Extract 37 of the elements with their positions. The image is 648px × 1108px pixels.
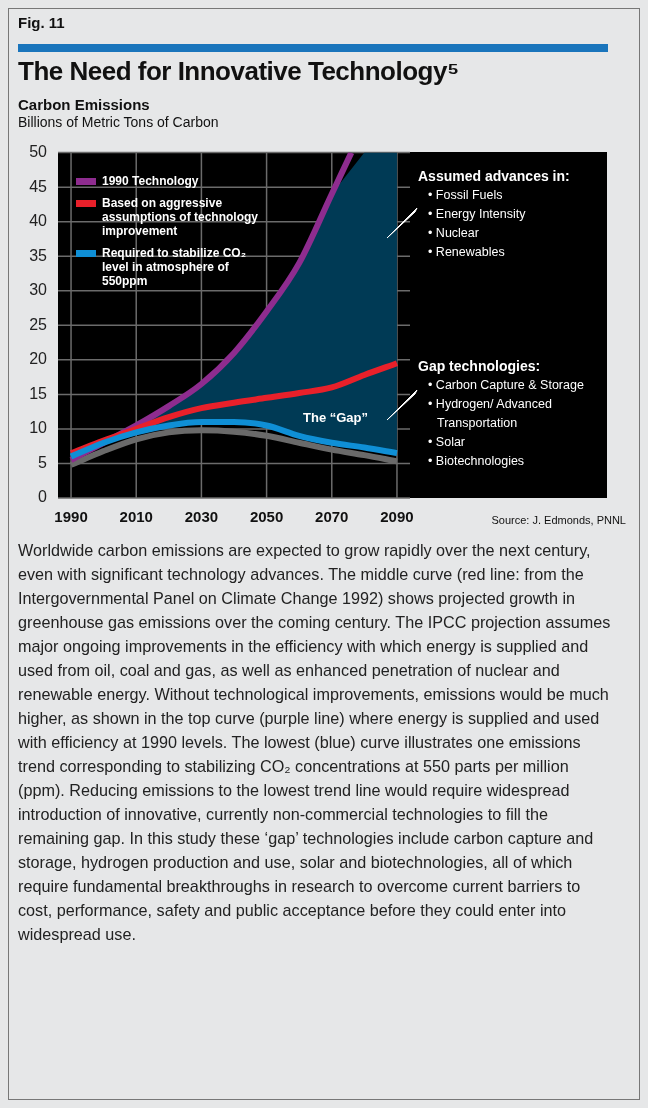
x-tick-label: 2090 [380,508,414,526]
text: Worldwide carbon emissions are expected to grow rapidly over the next century, even with significant technology advances. The middle curve (red line: from the Intergovernmental Panel on Climate Change 1992) shows projected growth in greenhouse gas emissions over the coming century. The IPCC projection assumes major ongoing improvements in the efficiency with which energy is supplied and used from oil, coal and gas, as well as enhanced penetration of nuclear and renewable energy. Without technological improvements, emissions would be much higher, as shown in the top curve (purple line) where energy is supplied and used with efficiency at 1990 levels. The lowest (blue) curve illustrates one emissions trend corresponding to stabilizing CO₂ concentrations at 550 parts per million (ppm). Reducing emissions to the lowest trend line would require widespread introduction of innovative, currently non-commercial technologies to fill the remaining gap. In this study these ‘gap’ technologies include carbon capture and storage, hydrogen production and use, solar and biotechnologies, all of which require fundamental breakthroughs in research to overcome current barriers to cost, performance, safety and public acceptance before they could enter into widespread use. [18,541,611,943]
chart-title: The Need for Innovative Technology⁵ [18,56,459,87]
y-tick-label: 45 [29,177,48,195]
chart-subtitle: Carbon Emissions [18,96,150,113]
y-tick-label: 20 [29,350,48,368]
y-tick-label: 40 [29,212,48,230]
text: • Renewables [428,244,506,261]
text: • Carbon Capture & Storage [428,377,585,394]
y-tick-label: 15 [29,384,48,402]
y-tick-label: 50 [29,143,48,161]
y-tick-label: 25 [29,315,48,333]
x-tick-label: 2010 [119,508,153,526]
y-tick-label: 5 [38,453,48,471]
y-tick-label: 35 [29,246,48,264]
text: Assumed advances in: [418,168,571,184]
x-tick-label: 2050 [249,508,284,526]
x-tick-label: 1990 [54,508,88,526]
text: • Biotechnologies [428,453,526,470]
text: • Hydrogen/ Advanced Transportation [428,396,553,432]
legend-label: Required to stabilize CO₂ level in atmosphere of 550ppm [102,246,248,288]
x-tick-label: 2070 [315,508,349,526]
caption: Fig. 11 [18,14,65,31]
text: Gap technologies: [418,358,542,374]
text: • Fossil Fuels [428,187,504,204]
source-note: Source: J. Edmonds, PNNL [491,514,626,526]
x-tick-label: 2030 [184,508,219,526]
y-axis-title: Billions of Metric Tons of Carbon [18,114,219,130]
legend-label: 1990 Technology [102,174,199,188]
y-tick-label: 10 [29,419,48,437]
text: • Energy Intensity [428,206,527,223]
y-tick-label: 30 [29,281,48,299]
annotation: The “Gap” [303,410,369,425]
text: • Solar [428,434,467,451]
text: • Nuclear [428,225,480,242]
y-tick-label: 0 [38,488,48,506]
legend-label: Based on aggressive assumptions of technology improvement [102,196,259,238]
